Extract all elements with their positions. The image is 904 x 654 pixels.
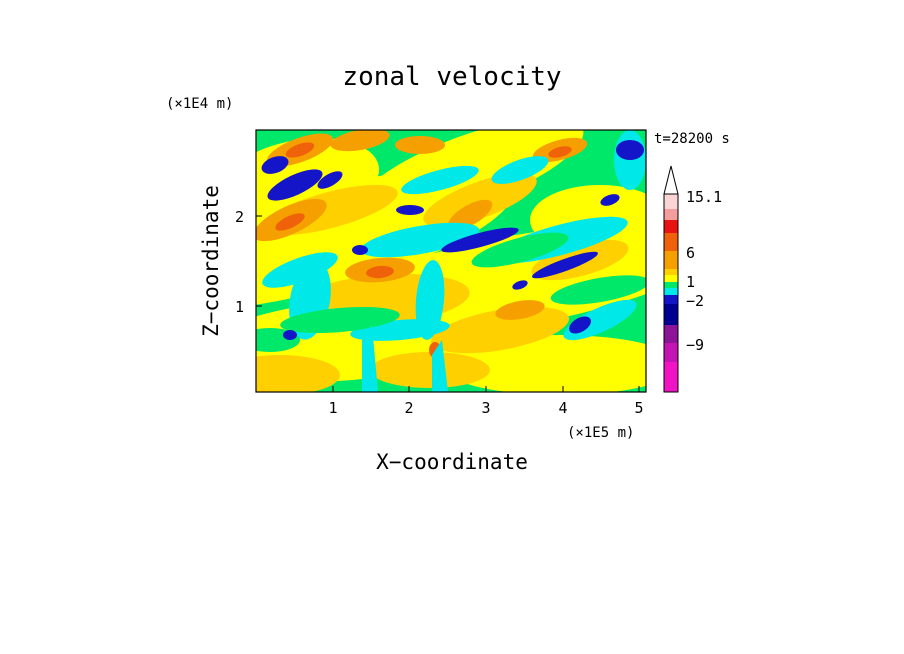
velocity-patch (330, 130, 390, 152)
velocity-patch (283, 330, 297, 340)
velocity-patch (616, 140, 644, 160)
velocity-patch (370, 352, 490, 388)
y-axis-label: Z−coordinate (199, 185, 223, 337)
colorbar-label: 15.1 (686, 188, 722, 206)
velocity-patch (401, 165, 479, 195)
velocity-patch (261, 156, 289, 174)
x-axis-ticks: 1 2 3 4 5 (328, 386, 644, 417)
velocity-patch (285, 142, 315, 158)
velocity-patch (366, 265, 394, 279)
colorbar-label: 1 (686, 273, 695, 291)
velocity-patch (447, 199, 493, 231)
colorbar-level (664, 233, 678, 251)
y-tick-label: 1 (235, 298, 244, 316)
velocity-patch (256, 355, 340, 392)
colorbar-level (664, 269, 678, 275)
plot-frame (255, 129, 647, 393)
velocity-patch (548, 146, 572, 158)
x-tick-label: 5 (634, 399, 643, 417)
colorbar-level (664, 343, 678, 362)
colorbar-levels (664, 194, 678, 392)
velocity-patch (352, 245, 368, 255)
x-tick-label: 1 (328, 399, 337, 417)
x-tick-label: 4 (558, 399, 567, 417)
x-tick-label: 3 (481, 399, 490, 417)
plot-area (255, 129, 647, 393)
velocity-patch (600, 194, 620, 206)
colorbar-level (664, 251, 678, 269)
velocity-patch (532, 251, 598, 279)
y-axis-ticks: 1 2 (235, 208, 262, 316)
velocity-patch (423, 173, 537, 227)
velocity-field (256, 130, 646, 392)
colorbar-level (664, 282, 678, 288)
velocity-patch (280, 306, 400, 334)
velocity-patch (441, 227, 519, 253)
colorbar-level (664, 209, 678, 220)
x-tick-label: 2 (404, 399, 413, 417)
colorbar-level (664, 304, 678, 325)
velocity-patch (569, 316, 591, 334)
velocity-patch (550, 275, 646, 305)
x-axis-label: X−coordinate (376, 450, 528, 474)
velocity-patch (262, 252, 338, 288)
velocity-spike (362, 325, 378, 392)
velocity-patch (471, 232, 569, 268)
velocity-patch (415, 260, 445, 340)
colorbar-label: 6 (686, 244, 695, 262)
colorbar-level (664, 362, 678, 392)
x-unit-label: (×1E5 m) (567, 425, 634, 441)
velocity-patch (495, 300, 545, 320)
y-unit-label: (×1E4 m) (166, 96, 233, 112)
colorbar-level (664, 325, 678, 343)
y-tick-label: 2 (235, 208, 244, 226)
chart-title: zonal velocity (342, 62, 561, 92)
colorbar-frame (663, 193, 679, 393)
velocity-patch (360, 222, 480, 258)
colorbar-label: −2 (686, 292, 704, 310)
velocity-spike (432, 340, 448, 392)
colorbar: 15.1 6 1 −2 −9 (663, 165, 722, 393)
colorbar-level (664, 288, 678, 295)
colorbar-level (664, 275, 678, 282)
colorbar-extend-arrow (663, 165, 679, 195)
colorbar-level (664, 194, 678, 209)
velocity-patch (317, 171, 343, 189)
velocity-patch (267, 169, 323, 201)
colorbar-label: −9 (686, 336, 704, 354)
colorbar-level (664, 295, 678, 304)
velocity-patch (395, 136, 445, 154)
velocity-patch (491, 156, 549, 184)
time-label: t=28200 s (654, 131, 730, 147)
velocity-patch (396, 205, 424, 215)
colorbar-level (664, 220, 678, 233)
velocity-patch (275, 213, 305, 231)
velocity-patch (430, 306, 570, 354)
velocity-patch (512, 280, 528, 290)
